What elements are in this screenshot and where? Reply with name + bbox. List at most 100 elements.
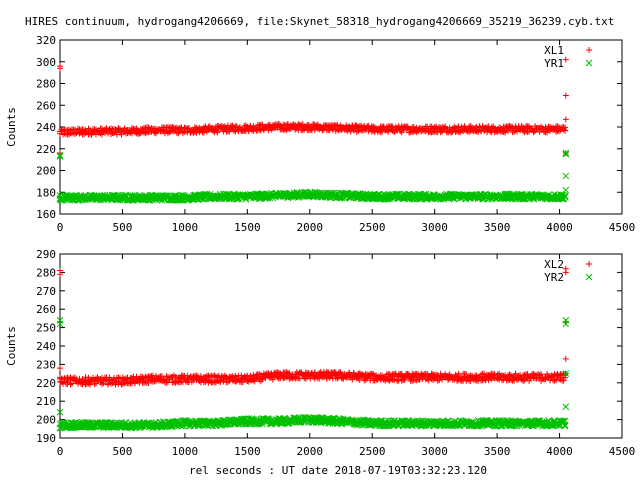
data-point <box>464 126 471 133</box>
data-point <box>142 379 149 386</box>
data-point <box>220 378 227 385</box>
data-point <box>391 128 398 135</box>
data-point <box>116 375 123 382</box>
y-axis-label: Counts <box>5 107 18 147</box>
data-point <box>398 129 405 136</box>
data-point-outlier <box>56 151 64 159</box>
data-point-outlier <box>562 56 569 63</box>
x-tick-label: 1000 <box>172 221 199 234</box>
data-point <box>115 125 122 132</box>
data-point <box>221 123 228 130</box>
series-yr1 <box>56 149 570 204</box>
data-point <box>68 380 75 387</box>
data-point <box>146 373 153 380</box>
x-tick-label: 2000 <box>297 445 324 458</box>
data-point-outlier <box>562 403 570 411</box>
y-tick-label: 240 <box>36 121 56 134</box>
x-tick-label: 2000 <box>297 221 324 234</box>
data-point <box>355 123 362 130</box>
y-tick-label: 200 <box>36 414 56 427</box>
x-tick-label: 4000 <box>546 221 573 234</box>
data-point <box>518 190 525 198</box>
figure-title: HIRES continuum, hydrogang4206669, file:… <box>25 15 614 28</box>
data-point-outlier <box>562 355 569 362</box>
x-tick-label: 3500 <box>484 445 511 458</box>
y-tick-label: 180 <box>36 186 56 199</box>
data-point-outlier <box>56 153 64 160</box>
data-point <box>478 128 485 135</box>
legend-label: YR2 <box>544 271 564 284</box>
data-point <box>561 192 569 200</box>
y-axis-label: Counts <box>5 326 18 366</box>
data-point <box>110 130 117 137</box>
data-point-outlier <box>562 116 569 123</box>
x-tick-label: 3000 <box>421 445 448 458</box>
legend-label: XL2 <box>544 258 564 271</box>
y-tick-label: 320 <box>36 34 56 47</box>
y-tick-label: 220 <box>36 377 56 390</box>
data-point-outlier <box>57 365 63 372</box>
x-tick-label: 1000 <box>172 445 199 458</box>
data-point <box>491 129 498 136</box>
x-tick-label: 4500 <box>609 445 636 458</box>
y-tick-label: 220 <box>36 143 56 156</box>
y-tick-label: 240 <box>36 340 56 353</box>
data-point <box>125 379 132 386</box>
x-tick-label: 4500 <box>609 221 636 234</box>
y-tick-label: 230 <box>36 358 56 371</box>
data-point <box>439 128 446 135</box>
data-point <box>97 128 104 135</box>
data-point-outlier <box>562 172 570 180</box>
y-tick-label: 290 <box>36 248 56 261</box>
top-panel: 0 500 1000 1500 2000 2500 3000 3500 4000 4500 160 1… <box>5 34 635 234</box>
data-point <box>67 381 74 388</box>
x-tick-label: 1500 <box>234 221 261 234</box>
x-tick-label: 1500 <box>234 445 261 458</box>
y-tick-label: 190 <box>36 432 56 445</box>
y-tick-label: 260 <box>36 99 56 112</box>
y-tick-label: 210 <box>36 395 56 408</box>
y-tick-label: 300 <box>36 56 56 69</box>
y-tick-label: 200 <box>36 165 56 178</box>
data-point-outlier <box>57 65 63 72</box>
x-tick-label: 500 <box>113 445 133 458</box>
legend-marker <box>585 273 593 281</box>
plot-frame <box>59 253 623 439</box>
data-point <box>561 193 569 201</box>
legend-label: XL1 <box>544 44 564 57</box>
legend-label: YR1 <box>544 57 564 70</box>
bottom-panel: 0 500 1000 1500 2000 2500 3000 3500 4000 4500 190 2… <box>5 248 635 458</box>
data-point <box>200 129 207 136</box>
y-tick-label: 280 <box>36 266 56 279</box>
data-point <box>562 127 569 134</box>
data-point <box>86 381 93 388</box>
legend-marker <box>586 261 592 267</box>
data-point <box>359 127 366 134</box>
y-tick-label: 260 <box>36 303 56 316</box>
x-tick-label: 4000 <box>546 445 573 458</box>
data-point-outlier <box>562 150 570 158</box>
series-xl1 <box>57 56 569 157</box>
x-tick-label: 500 <box>113 221 133 234</box>
y-tick-label: 160 <box>36 208 56 221</box>
x-tick-label: 0 <box>57 221 64 234</box>
legend-marker <box>585 59 593 67</box>
y-tick-label: 280 <box>36 78 56 91</box>
data-point <box>211 378 218 385</box>
data-point <box>560 377 567 384</box>
data-point <box>425 377 432 384</box>
data-point-outlier <box>562 149 570 157</box>
data-point <box>388 123 395 130</box>
y-tick-label: 270 <box>36 285 56 298</box>
data-point <box>134 127 141 134</box>
data-point <box>166 376 173 383</box>
x-axis-label: rel seconds : UT date 2018-07-19T03:32:2… <box>189 464 487 477</box>
y-tick-label: 250 <box>36 322 56 335</box>
x-tick-label: 2500 <box>359 221 386 234</box>
data-point <box>226 128 233 135</box>
series-xl2 <box>57 265 569 388</box>
x-tick-label: 3500 <box>484 221 511 234</box>
data-point <box>92 380 99 387</box>
x-tick-label: 2500 <box>359 445 386 458</box>
